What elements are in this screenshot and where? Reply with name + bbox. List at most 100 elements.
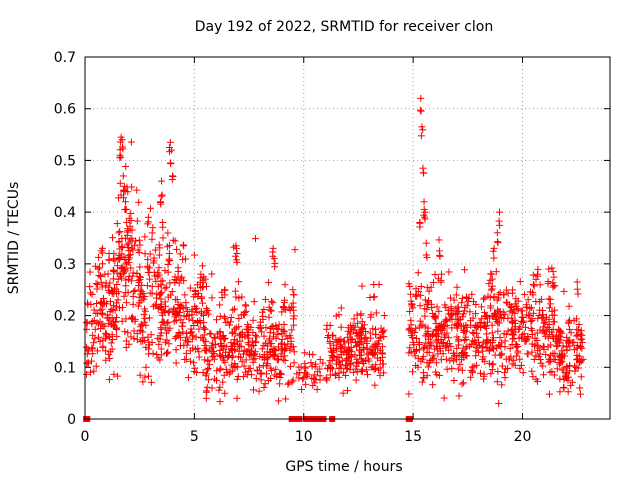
x-tick-label: 20	[514, 429, 532, 445]
grid	[85, 57, 610, 419]
data-point	[225, 352, 233, 360]
data-point	[472, 301, 480, 309]
data-point	[494, 367, 502, 375]
data-point	[197, 294, 205, 302]
data-point	[560, 287, 568, 295]
data-point	[212, 316, 220, 324]
data-point	[495, 399, 503, 407]
data-point	[281, 357, 289, 365]
data-point	[145, 268, 153, 276]
data-point	[141, 373, 149, 381]
data-point	[115, 237, 123, 245]
data-point	[251, 338, 259, 346]
data-point	[468, 290, 476, 298]
data-point	[246, 352, 254, 360]
data-point	[270, 329, 278, 337]
data-point	[208, 270, 216, 278]
data-point	[303, 371, 311, 379]
data-point	[335, 358, 343, 366]
data-point	[431, 271, 439, 279]
data-point	[94, 281, 102, 289]
data-point	[99, 260, 107, 268]
data-point	[532, 352, 540, 360]
data-point	[508, 360, 516, 368]
data-point	[210, 352, 218, 360]
data-point	[291, 246, 299, 254]
data-point	[563, 374, 571, 382]
data-point	[347, 336, 355, 344]
data-point	[290, 315, 298, 323]
data-point	[268, 323, 276, 331]
data-point	[116, 154, 124, 162]
data-point	[348, 351, 356, 359]
data-point	[85, 347, 93, 355]
data-point	[129, 246, 137, 254]
data-point	[548, 368, 556, 376]
data-point	[427, 300, 435, 308]
data-point	[565, 318, 573, 326]
data-point	[540, 371, 548, 379]
data-point	[347, 325, 355, 333]
data-point	[202, 346, 210, 354]
data-point	[188, 328, 196, 336]
data-point	[435, 236, 443, 244]
data-point	[216, 366, 224, 374]
data-point	[106, 316, 114, 324]
data-point	[347, 328, 355, 336]
data-point	[245, 365, 253, 373]
data-point	[195, 353, 203, 361]
data-point	[494, 327, 502, 335]
data-point	[186, 357, 194, 365]
data-point	[344, 354, 352, 362]
data-point	[343, 355, 351, 363]
data-point	[261, 295, 269, 303]
data-point	[281, 281, 289, 289]
data-point	[137, 297, 145, 305]
data-point	[575, 320, 583, 328]
data-point	[204, 307, 212, 315]
data-point	[367, 311, 375, 319]
data-point	[501, 374, 509, 382]
data-point	[146, 275, 154, 283]
axis-ticks: 0 0.1 0.2 0.3 0.4 0.5 0.6 0.7 0 5 10 15 20	[54, 50, 610, 445]
data-point	[488, 321, 496, 329]
data-point	[241, 309, 249, 317]
data-point	[496, 208, 504, 216]
data-point	[460, 307, 468, 315]
data-point	[549, 350, 557, 358]
data-point	[511, 309, 519, 317]
data-point	[113, 220, 121, 228]
data-point	[112, 324, 120, 332]
data-point	[417, 283, 425, 291]
data-point	[501, 337, 509, 345]
data-point	[422, 239, 430, 247]
data-point	[133, 336, 141, 344]
data-point	[529, 271, 537, 279]
data-point	[514, 347, 522, 355]
data-point	[121, 266, 129, 274]
data-point	[567, 329, 575, 337]
data-point	[265, 313, 273, 321]
data-point	[564, 373, 572, 381]
data-point	[211, 334, 219, 342]
data-point	[542, 313, 550, 321]
data-point	[258, 369, 266, 377]
data-point	[126, 254, 134, 262]
data-point	[127, 264, 135, 272]
data-point	[442, 316, 450, 324]
data-point	[524, 332, 532, 340]
data-point	[406, 308, 414, 316]
data-point	[187, 329, 195, 337]
data-point	[97, 278, 105, 286]
data-point	[438, 270, 446, 278]
data-point	[122, 163, 130, 170]
data-point	[154, 283, 162, 291]
data-point	[134, 302, 142, 310]
data-point	[513, 340, 521, 348]
data-point	[308, 362, 316, 370]
data-point	[137, 326, 145, 334]
data-point	[231, 325, 239, 333]
data-point	[182, 349, 190, 357]
data-point	[172, 316, 180, 324]
data-point	[279, 356, 287, 364]
